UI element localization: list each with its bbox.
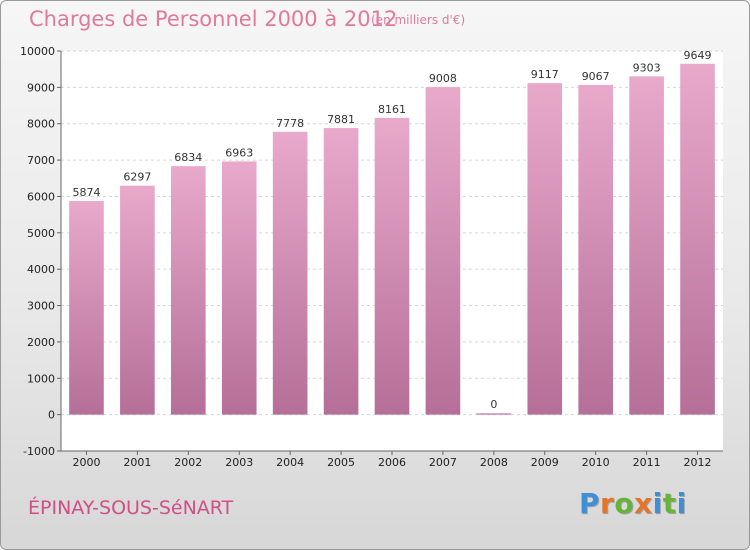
y-tick-label: 2000	[27, 336, 55, 349]
value-label-2002: 6834	[174, 151, 202, 164]
value-label-2000: 5874	[72, 186, 100, 199]
value-label-2012: 9649	[684, 49, 712, 62]
x-tick-label-2008: 2008	[480, 456, 508, 469]
value-label-2004: 7778	[276, 117, 304, 130]
value-label-2009: 9117	[531, 68, 559, 81]
y-tick-label: 4000	[27, 263, 55, 276]
bar-2010	[578, 84, 614, 415]
bar-2005	[323, 128, 359, 415]
bar-2008	[476, 413, 512, 415]
logo-letter: P	[579, 487, 601, 520]
value-label-2008: 0	[490, 398, 497, 411]
x-tick-label-2012: 2012	[684, 456, 712, 469]
x-tick-label-2010: 2010	[582, 456, 610, 469]
y-tick-label: 3000	[27, 300, 55, 313]
value-label-2003: 6963	[225, 146, 253, 159]
logo-letter: r	[600, 487, 615, 520]
city-name: ÉPINAY-SOUS-SéNART	[28, 497, 234, 519]
y-tick-label: 6000	[27, 190, 55, 203]
bar-2000	[69, 201, 104, 415]
y-tick-label: 1000	[27, 372, 55, 385]
logo-letter: t	[662, 487, 677, 520]
y-tick-label: 9000	[27, 81, 55, 94]
value-label-2010: 9067	[582, 70, 610, 83]
y-tick-label: 10000	[20, 45, 55, 58]
value-label-2011: 9303	[633, 61, 661, 74]
logo-letter: i	[652, 487, 663, 520]
x-tick-label-2003: 2003	[225, 456, 253, 469]
bar-2012	[680, 63, 715, 415]
chart-title: Charges de Personnel 2000 à 2012	[29, 7, 398, 31]
bar-2002	[170, 166, 206, 415]
bar-2009	[527, 83, 563, 415]
value-label-2007: 9008	[429, 72, 457, 85]
bar-2007	[425, 87, 461, 415]
bar-2006	[374, 117, 410, 415]
x-tick-label-2007: 2007	[429, 456, 457, 469]
bar-2001	[120, 185, 155, 415]
y-tick-label: 5000	[27, 227, 55, 240]
bar-2011	[629, 76, 664, 415]
y-tick-label: 8000	[27, 118, 55, 131]
logo-letter: o	[614, 487, 635, 520]
x-tick-label-2000: 2000	[72, 456, 100, 469]
value-label-2006: 8161	[378, 103, 406, 116]
value-label-2001: 6297	[123, 171, 151, 184]
value-label-2005: 7881	[327, 113, 355, 126]
x-tick-label-2005: 2005	[327, 456, 355, 469]
x-tick-label-2009: 2009	[531, 456, 559, 469]
x-tick-label-2011: 2011	[633, 456, 661, 469]
y-tick-label: 0	[48, 409, 55, 422]
proxiti-logo: Proxiti	[579, 487, 687, 520]
y-tick-label: 7000	[27, 154, 55, 167]
logo-letter: i	[676, 487, 687, 520]
bar-2003	[221, 161, 257, 415]
chart-subtitle: (en milliers d'€)	[371, 13, 466, 27]
y-tick-label: -1000	[23, 445, 55, 458]
x-tick-label-2001: 2001	[123, 456, 151, 469]
x-tick-label-2004: 2004	[276, 456, 304, 469]
x-tick-label-2002: 2002	[174, 456, 202, 469]
logo-letter: x	[634, 487, 653, 520]
bar-2004	[272, 131, 308, 415]
x-tick-label-2006: 2006	[378, 456, 406, 469]
